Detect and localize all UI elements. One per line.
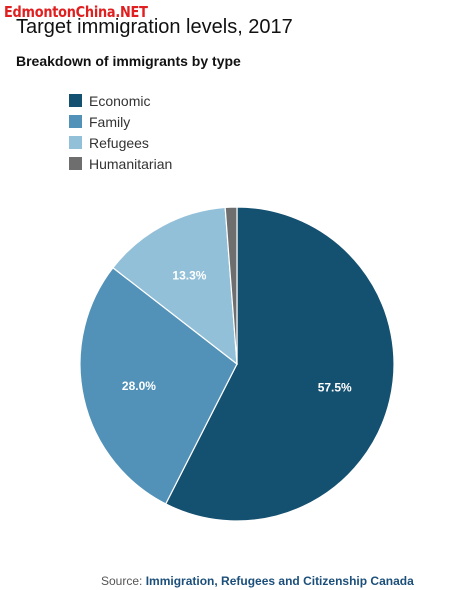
legend-swatch xyxy=(69,136,82,149)
legend-item-humanitarian: Humanitarian xyxy=(69,153,172,174)
pie-slice-refugees xyxy=(112,206,238,366)
legend-item-family: Family xyxy=(69,111,172,132)
legend-item-economic: Economic xyxy=(69,90,172,111)
legend-label: Humanitarian xyxy=(89,155,173,172)
watermark-logo: EdmontonChina.NET xyxy=(4,3,148,21)
legend-label: Refugees xyxy=(89,134,149,151)
pie-slice-economic xyxy=(164,206,395,522)
legend: Economic Family Refugees Humanitarian xyxy=(69,90,172,174)
source-link[interactable]: Immigration, Refugees and Citizenship Ca… xyxy=(145,574,414,588)
pie-slice-family xyxy=(79,266,238,505)
pie-slice-humanitarian xyxy=(224,206,238,365)
legend-swatch xyxy=(69,157,82,170)
legend-swatch xyxy=(69,115,82,128)
chart-subtitle: Breakdown of immigrants by type xyxy=(16,53,241,69)
slice-label-economic: 57.5% xyxy=(318,380,352,394)
slice-label-refugees: 13.3% xyxy=(172,268,206,282)
chart-title: Target immigration levels, 2017 xyxy=(16,16,293,38)
legend-swatch xyxy=(69,94,82,107)
legend-item-refugees: Refugees xyxy=(69,132,172,153)
legend-label: Family xyxy=(89,113,131,130)
legend-label: Economic xyxy=(89,92,151,109)
source-line: Source: Immigration, Refugees and Citize… xyxy=(101,574,414,588)
source-prefix: Source: xyxy=(101,574,143,588)
slice-label-family: 28.0% xyxy=(122,379,156,393)
